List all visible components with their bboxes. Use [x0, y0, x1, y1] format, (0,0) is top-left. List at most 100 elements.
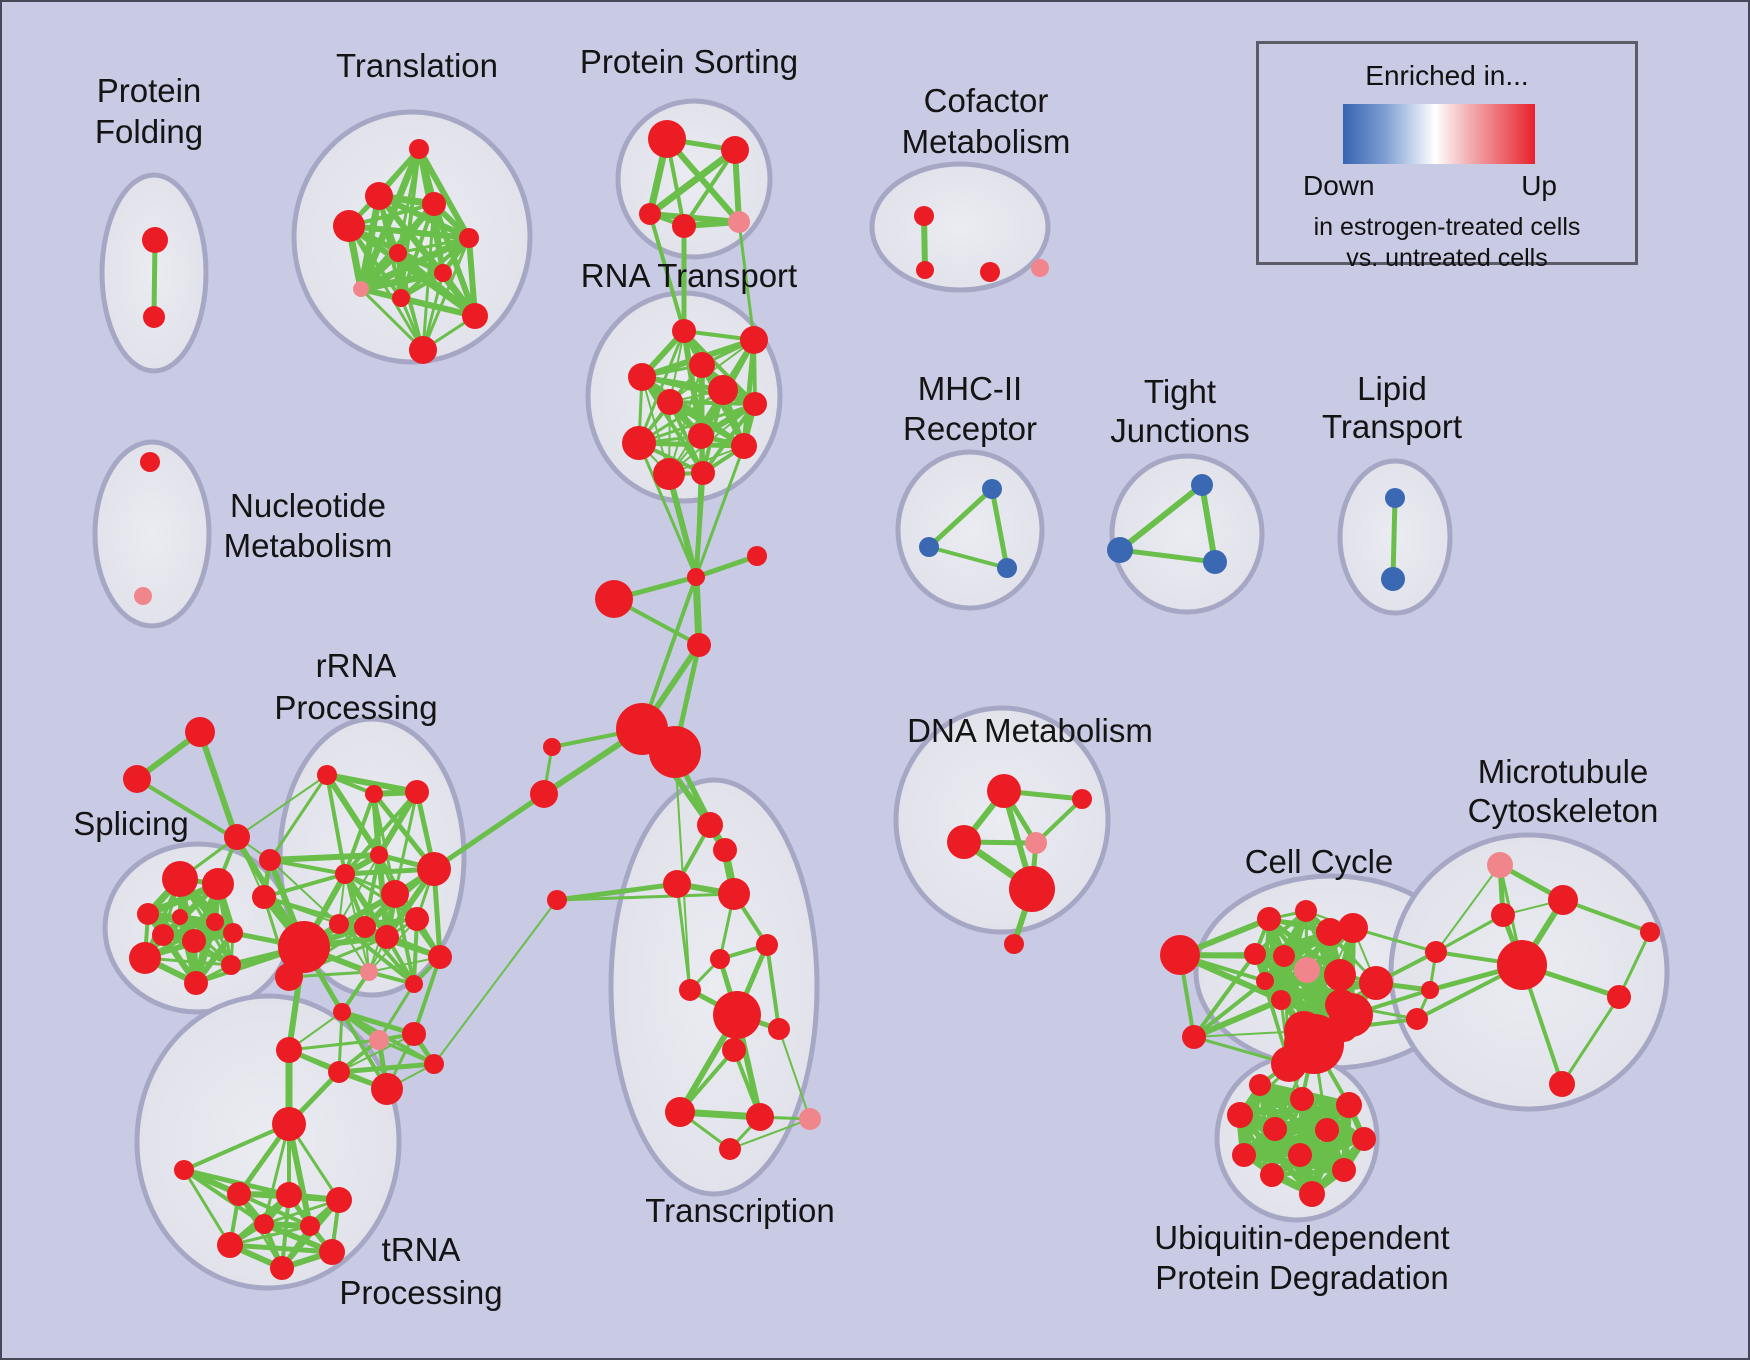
- cluster-label-rna-transport: RNA Transport: [581, 257, 797, 294]
- cofactor-metabolism-node-0: [914, 206, 934, 226]
- cluster-label-trna-processing: Processing: [339, 1274, 502, 1311]
- nucleotide-metabolism-node-0: [140, 452, 160, 472]
- ubiquitin-degradation-edge: [1271, 1137, 1365, 1177]
- link-rrna-processing-bridge-sw: [377, 983, 416, 1041]
- transcription-node-4: [547, 890, 567, 910]
- protein-folding-node-1: [143, 306, 165, 328]
- ubiquitin-degradation-node-6: [1352, 1127, 1376, 1151]
- rrna-processing-node-14: [428, 945, 452, 969]
- rrna-processing-edge: [324, 773, 382, 857]
- dna-metabolism-node-1: [947, 825, 981, 859]
- protein-folding-node-0: [142, 227, 168, 253]
- tight-junctions-edge: [1199, 484, 1218, 563]
- mhc-ii-receptor-node-2: [997, 558, 1017, 578]
- transcription-node-15: [799, 1108, 821, 1130]
- lipid-transport-node-0: [1385, 488, 1405, 508]
- connector-edge: [695, 553, 758, 580]
- cluster-label-dna-metabolism: DNA Metabolism: [907, 712, 1153, 749]
- dna-metabolism-node-3: [1009, 866, 1055, 912]
- cell-cycle-node-5: [1338, 913, 1368, 943]
- microtubule-cytoskeleton-edge: [1562, 898, 1651, 934]
- cluster-label-rrna-processing: rRNA: [316, 647, 397, 684]
- splicing-node-7: [223, 923, 243, 943]
- cluster-label-tight-junctions: Tight: [1144, 373, 1216, 410]
- cluster-label-tight-junctions: Junctions: [1110, 412, 1249, 449]
- mhc-ii-receptor-node-0: [982, 479, 1002, 499]
- splicing-triangle-node-1: [123, 765, 151, 793]
- ubiquitin-degradation-node-3: [1227, 1102, 1253, 1128]
- ubiquitin-degradation-node-9: [1332, 1158, 1356, 1182]
- cell-cycle-node-4: [1316, 918, 1344, 946]
- cell-cycle-node-17: [1329, 993, 1373, 1037]
- rrna-processing-edge: [363, 854, 381, 928]
- protein-sorting-node-4: [728, 211, 750, 233]
- bridge-sw-edge: [341, 1009, 415, 1037]
- cluster-label-protein-folding: Protein: [97, 72, 202, 109]
- cluster-label-cell-cycle: Cell Cycle: [1245, 843, 1394, 880]
- rrna-processing-edge: [263, 872, 346, 899]
- link-rna-transport-connector: [666, 473, 699, 578]
- splicing-node-3: [172, 909, 188, 925]
- trna-processing-edge: [183, 1122, 290, 1172]
- translation-edge: [360, 269, 444, 293]
- rrna-processing-edge: [343, 793, 376, 875]
- cell-cycle-edge: [1192, 952, 1257, 1039]
- translation-node-7: [353, 281, 369, 297]
- lipid-transport-node-1: [1381, 567, 1405, 591]
- trna-processing-node-6: [270, 1256, 294, 1280]
- bridge-sw-node-3: [369, 1030, 389, 1050]
- lipid-transport-edge: [1390, 497, 1398, 580]
- tight-junctions-node-0: [1191, 474, 1213, 496]
- dna-metabolism-node-4: [1072, 789, 1092, 809]
- rna-transport-edge: [640, 375, 705, 475]
- cell-cycle-edge: [1253, 909, 1308, 956]
- cell-cycle-node-9: [1324, 959, 1356, 991]
- rrna-processing-edge: [268, 774, 329, 861]
- ubiquitin-degradation-node-1: [1290, 1087, 1314, 1111]
- transcription-edge: [675, 883, 692, 991]
- rrna-processing-node-5: [224, 824, 250, 850]
- transcription-node-9: [679, 979, 701, 1001]
- splicing-triangle-edge: [135, 777, 239, 842]
- cluster-label-transcription: Transcription: [645, 1192, 835, 1229]
- splicing-node-5: [152, 924, 174, 946]
- microtubule-cytoskeleton-node-2: [1491, 903, 1515, 927]
- rna-transport-node-9: [731, 433, 757, 459]
- cluster-label-nucleotide-metabolism: Nucleotide: [230, 487, 386, 524]
- connector-node-0: [595, 580, 633, 618]
- link-rna-transport-connector: [694, 445, 746, 578]
- rna-transport-edge: [637, 330, 686, 444]
- trna-processing-node-1: [174, 1160, 194, 1180]
- legend-caption-line2: vs. untreated cells: [1346, 244, 1548, 272]
- rrna-processing-edge: [236, 774, 328, 838]
- rrna-processing-node-12: [375, 925, 399, 949]
- rrna-processing-node-4: [252, 885, 276, 909]
- link-protein-sorting-rna-transport: [648, 213, 686, 332]
- connector-node-3: [687, 633, 711, 657]
- cell-cycle-node-18: [1271, 1046, 1307, 1082]
- rrna-processing-edge: [338, 854, 380, 925]
- rna-transport-edge: [701, 402, 757, 475]
- translation-node-3: [333, 210, 365, 242]
- ubiquitin-degradation-node-2: [1336, 1092, 1362, 1118]
- microtubule-cytoskeleton-edge: [1435, 913, 1504, 954]
- transcription-node-2: [663, 870, 691, 898]
- cluster-label-nucleotide-metabolism: Metabolism: [224, 527, 393, 564]
- tight-junctions-node-2: [1203, 550, 1227, 574]
- dna-metabolism-node-5: [1004, 934, 1024, 954]
- translation-edge: [396, 250, 477, 319]
- cluster-labels: Protein Folding Translation Protein Sorting…: [73, 43, 1658, 1311]
- translation-node-2: [422, 192, 446, 216]
- cluster-label-cofactor-metabolism: Cofactor: [924, 82, 1049, 119]
- trna-processing-edge: [263, 1198, 340, 1226]
- microtubule-cytoskeleton-node-5: [1425, 941, 1447, 963]
- link-transcription-bridge-sw: [433, 899, 558, 1065]
- ubiquitin-degradation-edge: [1271, 1168, 1345, 1177]
- cluster-label-lipid-transport: Transport: [1322, 408, 1462, 445]
- bridge-sw-node-5: [402, 1022, 426, 1046]
- cluster-label-rrna-processing: Processing: [274, 689, 437, 726]
- legend-up-label: Up: [1521, 170, 1557, 201]
- trna-processing-node-8: [254, 1214, 274, 1234]
- cluster-ellipse-dna-metabolism: [893, 705, 1111, 935]
